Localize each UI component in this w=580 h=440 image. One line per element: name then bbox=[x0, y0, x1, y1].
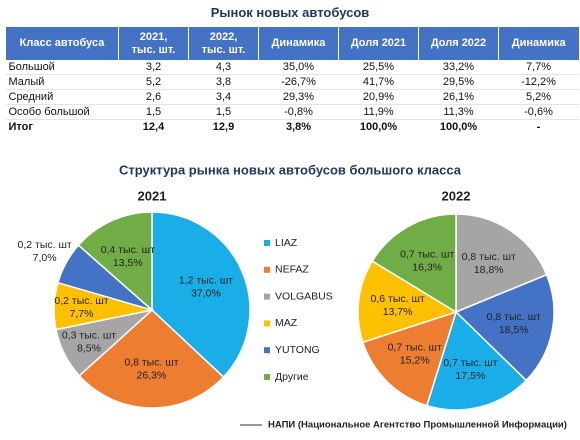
table-cell: 3,4 bbox=[188, 89, 259, 105]
pie-slice bbox=[151, 211, 251, 379]
slice-value-label: 26,3% bbox=[137, 370, 167, 382]
legend-swatch bbox=[264, 347, 270, 354]
slice-count-label: 0,7 тыс. шт bbox=[443, 357, 497, 369]
slice-count-label: 0,8 тыс. шт bbox=[487, 311, 541, 323]
table-cell: Особо большой bbox=[5, 104, 119, 120]
slice-value-label: 7,0% bbox=[33, 252, 57, 264]
slice-value-label: 18,5% bbox=[499, 324, 529, 336]
pie-title: 2021 bbox=[138, 188, 167, 203]
table-row: Средний 2,6 3,4 29,3% 20,9% 26,1% 5,2% bbox=[5, 89, 579, 105]
table-cell: -0,6% bbox=[498, 104, 579, 120]
header-cell: 2021, тыс. шт. bbox=[118, 27, 189, 60]
slice-value-label: 37,0% bbox=[191, 287, 221, 299]
market-table: Класс автобуса 2021, тыс. шт. 2022, тыс. ш… bbox=[5, 27, 579, 134]
table-cell: -0,8% bbox=[258, 104, 339, 120]
table-cell: 26,1% bbox=[418, 89, 499, 105]
slice-count-label: 0,8 тыс. шт bbox=[462, 251, 516, 263]
slice-value-label: 17,5% bbox=[456, 370, 486, 382]
table-cell: 7,7% bbox=[498, 60, 579, 75]
slice-value-label: 13,5% bbox=[113, 257, 143, 269]
table-row: Большой 3,2 4,3 35,0% 25,5% 33,2% 7,7% bbox=[5, 60, 579, 75]
legend-swatch bbox=[264, 240, 270, 246]
slice-count-label: 0,6 тыс. шт bbox=[371, 293, 425, 305]
slice-value-label: 15,2% bbox=[400, 355, 430, 367]
table-cell: Малый bbox=[5, 74, 119, 90]
table-row: Малый 5,2 3,8 -26,7% 41,7% 29,5% -12,2% bbox=[5, 74, 579, 90]
table-cell: 11,9% bbox=[338, 104, 419, 120]
slice-value-label: 7,7% bbox=[70, 308, 94, 320]
header-cell: Динамика bbox=[258, 27, 339, 60]
slice-count-label: 0,4 тыс. шт bbox=[101, 244, 155, 256]
pie-slice bbox=[77, 211, 153, 312]
legend-swatch bbox=[264, 374, 270, 380]
table-cell: 25,5% bbox=[338, 60, 419, 75]
slice-count-label: 0,2 тыс. шт bbox=[18, 239, 72, 251]
header-cell: Динамика bbox=[498, 27, 579, 60]
table-cell: 3,2 bbox=[118, 60, 189, 75]
pie-slice bbox=[78, 308, 225, 409]
table-cell: Большой bbox=[5, 60, 119, 75]
table-cell: 11,3% bbox=[418, 104, 499, 120]
slice-count-label: 0,7 тыс. шт bbox=[388, 342, 442, 354]
table-cell: Средний bbox=[5, 89, 119, 105]
table-cell: 5,2 bbox=[118, 74, 189, 90]
table-cell: 4,3 bbox=[188, 60, 259, 75]
slice-value-label: 13,7% bbox=[383, 306, 413, 318]
charts-subtitle: Структура рынка новых автобусов большого… bbox=[119, 162, 462, 177]
legend-swatch bbox=[264, 320, 270, 327]
legend-swatch bbox=[264, 266, 270, 273]
table-cell: 29,3% bbox=[258, 89, 339, 105]
table-cell: 100,0% bbox=[338, 119, 419, 134]
table-cell: -26,7% bbox=[258, 74, 339, 90]
table-cell: 100,0% bbox=[418, 119, 499, 134]
slice-count-label: 1,2 тыс. шт bbox=[179, 274, 233, 286]
slice-count-label: 0,3 тыс. шт bbox=[62, 330, 116, 342]
slice-count-label: 0,7 тыс. шт bbox=[400, 249, 454, 261]
header-cell: 2022, тыс. шт. bbox=[188, 27, 259, 60]
slice-value-label: 16,3% bbox=[412, 262, 442, 274]
table-cell: 3,8 bbox=[188, 74, 259, 90]
pie-slice bbox=[371, 213, 457, 314]
slice-count-label: 0,8 тыс. шт bbox=[124, 357, 178, 369]
table-cell: 5,2% bbox=[498, 89, 579, 105]
header-cell: Доля 2021 bbox=[338, 27, 419, 60]
header-cell: Доля 2022 bbox=[418, 27, 499, 60]
table-title: Рынок новых автобусов bbox=[210, 5, 370, 20]
slice-value-label: 8,5% bbox=[77, 343, 101, 355]
table-cell: Итог bbox=[5, 119, 119, 134]
table-cell: 12,9 bbox=[188, 119, 259, 134]
table-cell: 20,9% bbox=[338, 89, 419, 105]
table-cell: 33,2% bbox=[418, 60, 499, 75]
legend-swatch bbox=[264, 293, 270, 300]
table-cell: 3,8% bbox=[258, 119, 339, 134]
legend-label: MAZ bbox=[275, 317, 298, 329]
table-cell: 12,4 bbox=[118, 119, 189, 134]
table-row: Итог 12,4 12,9 3,8% 100,0% 100,0% - bbox=[5, 119, 579, 134]
table-cell: 1,5 bbox=[118, 104, 189, 120]
legend-label: NEFAZ bbox=[275, 264, 309, 276]
pie-slice bbox=[455, 213, 548, 314]
pie-slice bbox=[357, 260, 458, 344]
table-row: Особо большой 1,5 1,5 -0,8% 11,9% 11,3% -0,6% bbox=[5, 104, 579, 120]
table-cell: 1,5 bbox=[188, 104, 259, 120]
slice-count-label: 0,2 тыс. шт bbox=[54, 295, 108, 307]
table-cell: 35,0% bbox=[258, 60, 339, 75]
legend-label: LIAZ bbox=[275, 237, 298, 249]
table-cell: 41,7% bbox=[338, 74, 419, 90]
table-cell: 2,6 bbox=[118, 89, 189, 105]
legend-label: YUTONG bbox=[275, 344, 320, 356]
pie-title: 2022 bbox=[442, 188, 471, 203]
pie-slice bbox=[425, 310, 528, 411]
source: НАПИ (Национальное Агентство Промышленно… bbox=[268, 420, 567, 431]
slice-value-label: 18,8% bbox=[474, 264, 504, 276]
table-cell: -12,2% bbox=[498, 74, 579, 90]
legend-label: Другие bbox=[275, 371, 309, 383]
legend-label: VOLGABUS bbox=[275, 290, 333, 302]
pie-slice bbox=[454, 273, 555, 382]
table-cell: 29,5% bbox=[418, 74, 499, 90]
header-cell: Класс автобуса bbox=[5, 27, 119, 60]
table-cell: - bbox=[498, 119, 579, 134]
